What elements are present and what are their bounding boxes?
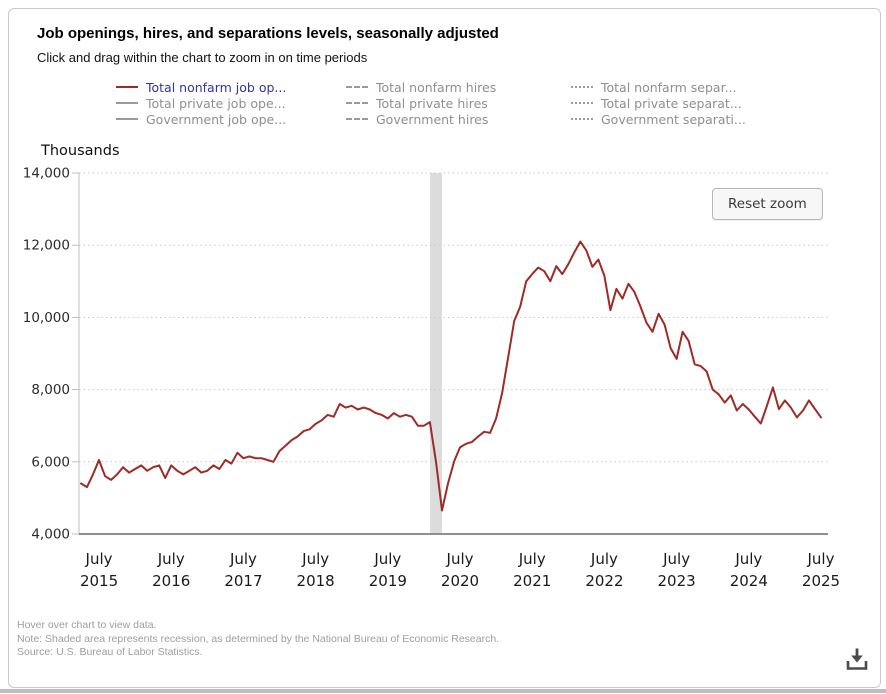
y-tick-label: 8,000 <box>31 382 70 398</box>
legend-line-swatch-icon <box>346 102 368 104</box>
legend-line-swatch-icon <box>116 102 138 104</box>
reset-zoom-button[interactable]: Reset zoom <box>712 188 823 220</box>
legend-item-label: Government separati... <box>601 111 746 127</box>
page-title: Job openings, hires, and separations lev… <box>37 25 499 42</box>
legend-line-swatch-icon <box>571 102 593 104</box>
legend-item-label: Government job ope... <box>146 111 287 127</box>
legend-line-swatch-icon <box>571 118 593 120</box>
legend-item[interactable]: Total private hires <box>346 95 571 111</box>
x-tick-label-month: July <box>229 550 257 568</box>
legend-item-label: Total private hires <box>376 95 488 111</box>
download-icon <box>846 648 868 670</box>
legend-item-label: Total private job ope... <box>146 95 286 111</box>
y-tick-label: 14,000 <box>23 166 70 182</box>
chart-legend: Total nonfarm job op... Total private job… <box>116 79 746 127</box>
legend-item-label: Total nonfarm hires <box>376 79 497 95</box>
x-tick-label-year: 2025 <box>802 572 840 590</box>
legend-item[interactable]: Total nonfarm job op... <box>116 79 346 95</box>
x-tick-label-month: July <box>446 550 474 568</box>
legend-item[interactable]: Total private job ope... <box>116 95 346 111</box>
legend-item[interactable]: Total nonfarm separ... <box>571 79 746 95</box>
x-tick-label-year: 2018 <box>297 572 335 590</box>
x-tick-label-month: July <box>85 550 113 568</box>
footnote-hover: Hover over chart to view data. <box>17 619 157 631</box>
legend-item[interactable]: Total private separat... <box>571 95 746 111</box>
chart-plot-area[interactable]: Thousands 4,000 6,000 8,000 10,000 12,000 14,0… <box>9 136 881 606</box>
x-tick-label-year: 2023 <box>658 572 696 590</box>
x-tick-label-year: 2022 <box>585 572 623 590</box>
x-tick-label-month: July <box>301 550 329 568</box>
legend-item[interactable]: Total nonfarm hires <box>346 79 571 95</box>
x-tick-label-month: July <box>518 550 546 568</box>
y-tick-label: 12,000 <box>23 238 70 254</box>
legend-line-swatch-icon <box>571 86 593 88</box>
x-tick-label-year: 2020 <box>441 572 479 590</box>
footnote-recession: Note: Shaded area represents recession, … <box>17 632 500 645</box>
legend-column: Total nonfarm separ... Total private sepa… <box>571 79 746 127</box>
chart-footnotes: Hover over chart to view data. Note: Sha… <box>17 619 499 660</box>
chart-area: Thousands 4,000 6,000 8,000 10,000 12,000 14,0… <box>9 136 881 606</box>
y-tick-label: 10,000 <box>23 310 70 326</box>
chart-subtitle: Click and drag within the chart to zoom … <box>37 50 368 65</box>
legend-line-swatch-icon <box>346 86 368 88</box>
legend-item-label: Total private separat... <box>601 95 742 111</box>
x-tick-label-month: July <box>734 550 762 568</box>
x-tick-label-year: 2015 <box>80 572 118 590</box>
legend-column: Total nonfarm hires Total private hires Go… <box>346 79 571 127</box>
recession-band <box>429 173 442 534</box>
download-button[interactable] <box>842 645 872 675</box>
chart-card: Job openings, hires, and separations lev… <box>8 8 881 688</box>
legend-item[interactable]: Government job ope... <box>116 111 346 127</box>
series-line-total-nonfarm-job-openings <box>80 240 822 512</box>
x-tick-label-year: 2017 <box>224 572 262 590</box>
x-tick-label-month: July <box>373 550 401 568</box>
legend-item-label: Government hires <box>376 111 489 127</box>
legend-item-label: Total nonfarm separ... <box>601 79 737 95</box>
x-tick-label-month: July <box>807 550 835 568</box>
x-tick-label-year: 2024 <box>730 572 768 590</box>
bottom-divider <box>0 689 886 693</box>
legend-item-label: Total nonfarm job op... <box>146 79 287 95</box>
x-tick-label-month: July <box>157 550 185 568</box>
x-tick-label-year: 2021 <box>513 572 551 590</box>
legend-column: Total nonfarm job op... Total private job… <box>116 79 346 127</box>
legend-line-swatch-icon <box>346 118 368 120</box>
x-tick-label-month: July <box>590 550 618 568</box>
footnote-source: Source: U.S. Bureau of Labor Statistics. <box>17 646 203 658</box>
y-axis-unit-label: Thousands <box>40 143 120 159</box>
legend-item[interactable]: Government hires <box>346 111 571 127</box>
x-tick-label-month: July <box>662 550 690 568</box>
legend-line-swatch-icon <box>116 86 138 88</box>
x-tick-label-year: 2019 <box>369 572 407 590</box>
x-tick-label-year: 2016 <box>152 572 190 590</box>
y-tick-label: 6,000 <box>31 454 70 470</box>
y-tick-label: 4,000 <box>31 527 70 543</box>
legend-item[interactable]: Government separati... <box>571 111 746 127</box>
legend-line-swatch-icon <box>116 118 138 120</box>
